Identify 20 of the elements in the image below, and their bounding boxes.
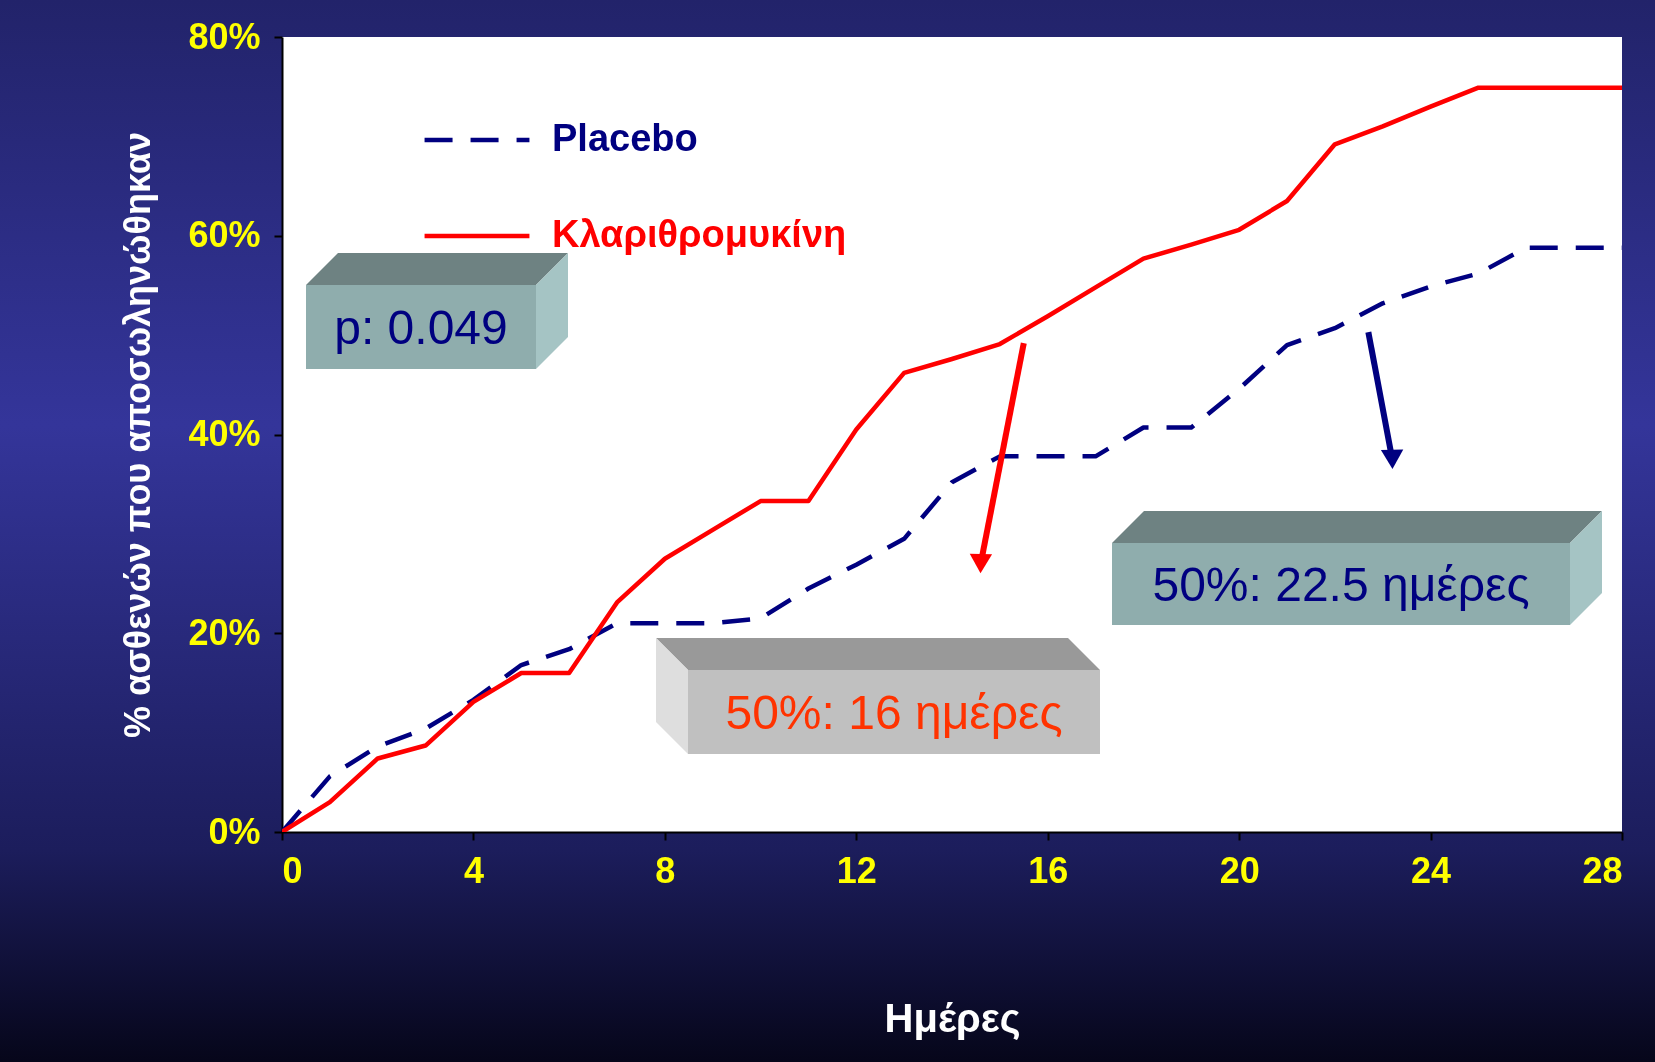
legend-label: Placebo [552, 117, 698, 159]
x-tick-label: 28 [1582, 849, 1623, 891]
y-tick-label: 20% [188, 611, 261, 653]
x-tick-label: 4 [463, 849, 484, 891]
annotation: 50%: 22.5 ημέρες [1112, 543, 1570, 625]
x-tick-label: 0 [282, 849, 303, 891]
x-tick-label: 20 [1219, 849, 1260, 891]
x-tick-label: 8 [655, 849, 676, 891]
y-tick-label: 0% [208, 810, 261, 852]
annotation: 50%: 16 ημέρες [688, 670, 1100, 754]
x-axis-title: Ημέρες [884, 995, 1021, 1041]
annotation: p: 0.049 [306, 285, 536, 369]
legend-label: Κλαριθρομυκίνη [552, 213, 847, 255]
x-tick-label: 12 [836, 849, 877, 891]
x-tick-label: 16 [1028, 849, 1069, 891]
y-tick-label: 80% [188, 15, 261, 57]
y-axis-title: % ασθενών που αποσωληνώθηκαν [117, 132, 159, 738]
y-tick-label: 40% [188, 413, 261, 454]
y-tick-label: 60% [188, 214, 261, 256]
x-tick-label: 24 [1411, 849, 1452, 891]
